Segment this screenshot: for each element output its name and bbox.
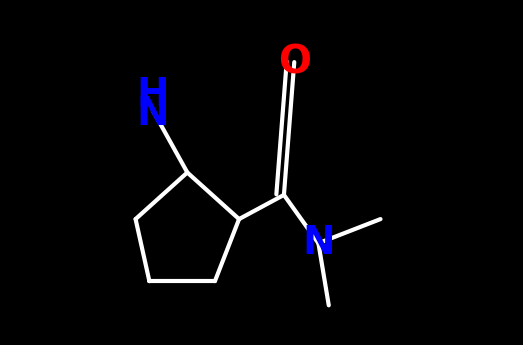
Text: N: N: [302, 224, 335, 262]
Text: N: N: [137, 95, 169, 133]
Text: H: H: [137, 76, 169, 114]
Text: O: O: [278, 43, 311, 81]
